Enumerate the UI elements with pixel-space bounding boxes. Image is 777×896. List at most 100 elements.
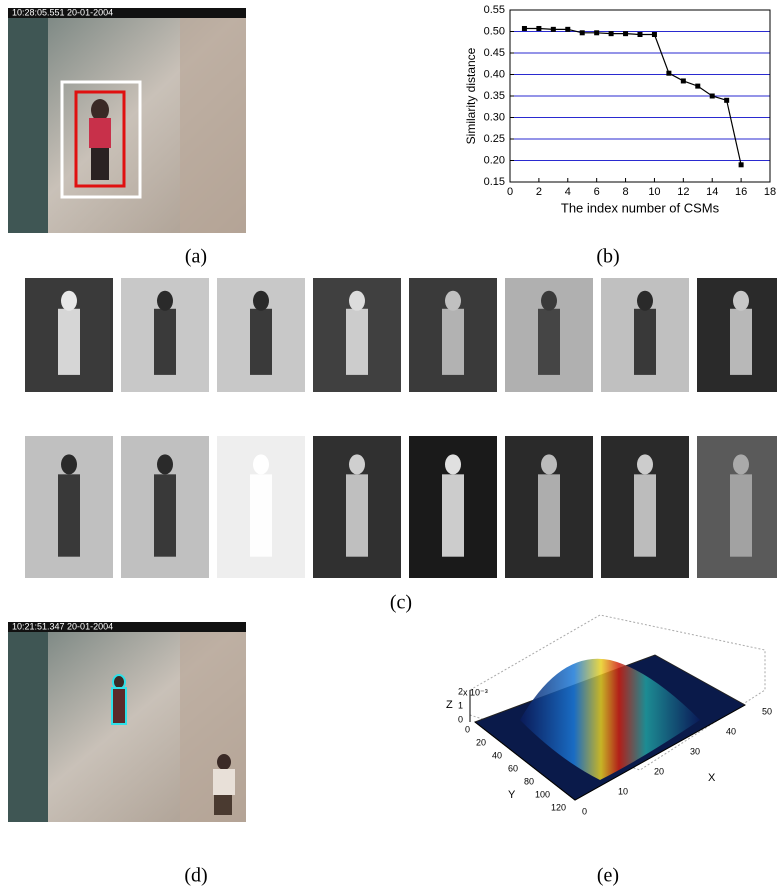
y-tick-label: 60 <box>508 763 518 773</box>
figure-body <box>538 309 560 375</box>
x-tick-label: 0 <box>507 186 513 198</box>
figure-head <box>637 454 653 474</box>
figure-head <box>541 454 557 474</box>
figure-head <box>541 291 557 311</box>
x-axis-label: The index number of CSMs <box>561 200 720 215</box>
x-tick-label: 4 <box>565 186 571 198</box>
figure-body <box>346 309 368 375</box>
x-tick-label: 50 <box>762 706 772 716</box>
figure-body <box>538 474 560 556</box>
panel-label: (c) <box>390 592 412 614</box>
figure-body <box>442 474 464 556</box>
figure-head <box>445 454 461 474</box>
figure-head <box>637 291 653 311</box>
panel-label: (e) <box>597 865 619 887</box>
figure-head <box>61 291 77 311</box>
x-tick-label: 40 <box>726 726 736 736</box>
data-point <box>565 27 570 32</box>
figure-body <box>730 309 752 375</box>
figure-body <box>154 309 176 375</box>
data-point <box>666 71 671 76</box>
figure-body <box>442 309 464 375</box>
z-tick-label: 0 <box>458 714 463 724</box>
x-tick-label: 10 <box>618 786 628 796</box>
figure-body <box>634 309 656 375</box>
data-line <box>524 28 741 164</box>
data-point <box>710 94 715 99</box>
data-point <box>536 26 541 31</box>
panel-label: (d) <box>184 865 207 887</box>
data-point <box>609 31 614 36</box>
figure-body <box>730 474 752 556</box>
y-tick-label: 0.20 <box>484 154 505 166</box>
data-point <box>580 30 585 35</box>
data-point <box>681 78 686 83</box>
thumbnail-grid <box>25 278 777 578</box>
y-tick-label: 80 <box>524 776 534 786</box>
y-tick-label: 0.55 <box>484 4 505 16</box>
figure-head <box>253 291 269 311</box>
x-tick-label: 8 <box>622 186 628 198</box>
x-tick-label: 16 <box>735 186 747 198</box>
y-tick-label: 0.15 <box>484 176 505 188</box>
x-tick-label: 6 <box>594 186 600 198</box>
figure-head <box>733 454 749 474</box>
timestamp: 10:28:05.551 20-01-2004 <box>12 7 113 17</box>
panel-label: (a) <box>185 246 207 268</box>
data-point <box>739 162 744 167</box>
figure-head <box>445 291 461 311</box>
data-point <box>638 32 643 37</box>
data-point <box>652 32 657 37</box>
x-tick-label: 2 <box>536 186 542 198</box>
figure-body <box>58 474 80 556</box>
x-tick-label: 14 <box>706 186 718 198</box>
y-axis-label: Similarity distance <box>464 47 478 144</box>
photo-a: 10:28:05.551 20-01-2004 <box>8 7 246 233</box>
y-tick-label: 100 <box>535 789 550 799</box>
figure-body <box>250 309 272 375</box>
figure-head <box>253 454 269 474</box>
y-tick-label: 0 <box>465 724 470 734</box>
figure-body <box>250 474 272 556</box>
data-point <box>551 27 556 32</box>
y-tick-label: 40 <box>492 750 502 760</box>
data-point <box>724 98 729 103</box>
z-scale: x 10⁻³ <box>463 687 488 697</box>
figure-body <box>634 474 656 556</box>
figure-body <box>58 309 80 375</box>
figure-head <box>157 291 173 311</box>
x-tick-label: 10 <box>648 186 660 198</box>
x-axis-label: X <box>708 772 716 784</box>
x-tick-label: 0 <box>582 806 587 816</box>
data-point <box>623 31 628 36</box>
y-tick-label: 20 <box>476 737 486 747</box>
y-tick-label: 0.25 <box>484 133 505 145</box>
y-tick-label: 0.40 <box>484 68 505 80</box>
figure-body <box>154 474 176 556</box>
x-tick-label: 18 <box>764 186 776 198</box>
data-point <box>594 30 599 35</box>
data-point <box>695 84 700 89</box>
figure-head <box>733 291 749 311</box>
y-tick-label: 0.35 <box>484 90 505 102</box>
photo-d: 10:21:51.347 20-01-2004 <box>8 621 246 822</box>
figure-head <box>349 291 365 311</box>
figure-head <box>157 454 173 474</box>
x-tick-label: 12 <box>677 186 689 198</box>
y-tick-label: 0.45 <box>484 47 505 59</box>
y-tick-label: 120 <box>551 802 566 812</box>
figure-head <box>349 454 365 474</box>
figure-body <box>346 474 368 556</box>
y-axis-label: Y <box>508 789 516 801</box>
figure-head <box>61 454 77 474</box>
data-point <box>522 26 527 31</box>
x-tick-label: 30 <box>690 746 700 756</box>
panel-label: (b) <box>596 246 619 268</box>
figure: 10:28:05.551 20-01-2004 (a) 0.15 0.20 0.25… <box>0 0 777 891</box>
z-axis-label: Z <box>446 699 453 711</box>
y-tick-label: 0.30 <box>484 111 505 123</box>
x-tick-label: 20 <box>654 766 664 776</box>
timestamp: 10:21:51.347 20-01-2004 <box>12 621 113 631</box>
